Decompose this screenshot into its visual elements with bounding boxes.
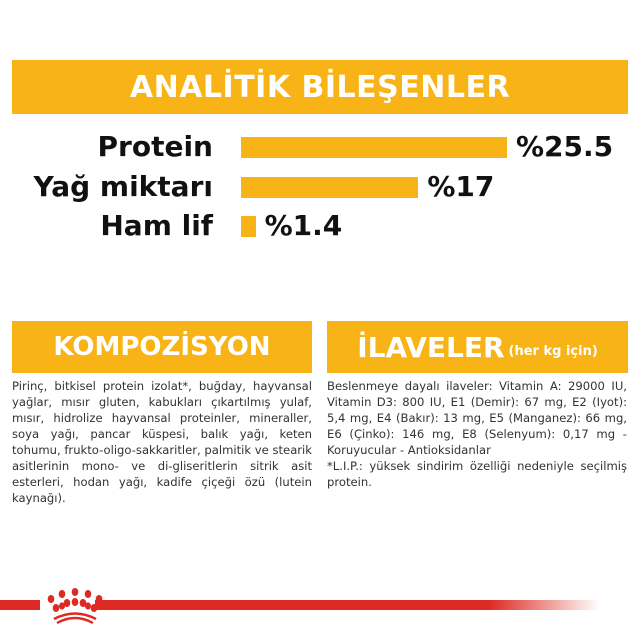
- additives-header: İLAVELER (her kg için): [327, 321, 628, 373]
- value-label: %1.4: [264, 209, 343, 242]
- additives-subtitle: (her kg için): [508, 343, 598, 359]
- bar: [241, 216, 256, 237]
- additives-text: Beslenmeye dayalı ilaveler: Vitamin A: 2…: [327, 378, 627, 490]
- additives-footnote: *L.I.P.: yüksek sindirim özelliği nedeni…: [327, 459, 627, 489]
- analytic-components-header: ANALİTİK BİLEŞENLER: [12, 60, 628, 114]
- value-label: %25.5: [516, 130, 614, 163]
- additives-title: İLAVELER: [357, 330, 505, 364]
- category-label: Protein: [97, 130, 213, 163]
- composition-header: KOMPOZİSYON: [12, 321, 312, 373]
- category-label: Ham lif: [100, 209, 213, 242]
- additives-body: Beslenmeye dayalı ilaveler: Vitamin A: 2…: [327, 379, 627, 457]
- category-label: Yağ miktarı: [33, 170, 213, 203]
- value-label: %17: [427, 170, 495, 203]
- bar: [241, 177, 419, 198]
- brand-line-right: [95, 600, 600, 610]
- bar: [241, 137, 507, 158]
- royal-canin-crown-icon: [47, 588, 103, 625]
- brand-line-left: [0, 600, 40, 610]
- composition-text: Pirinç, bitkisel protein izolat*, buğday…: [12, 379, 312, 505]
